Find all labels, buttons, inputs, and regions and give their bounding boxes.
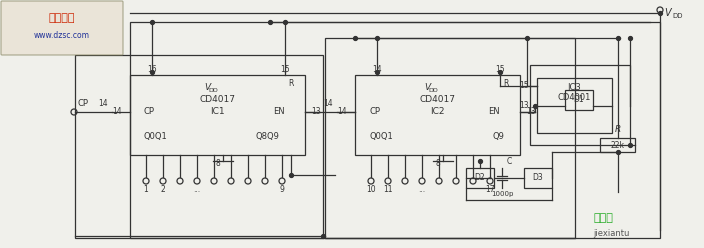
Bar xyxy=(524,168,552,188)
Bar xyxy=(130,75,305,155)
Bar xyxy=(600,138,635,152)
Text: 8: 8 xyxy=(215,158,220,167)
Text: 13: 13 xyxy=(311,107,320,117)
Text: 15: 15 xyxy=(520,82,529,91)
Text: IC3: IC3 xyxy=(567,84,582,93)
Text: CD4017: CD4017 xyxy=(199,95,236,104)
Text: DD: DD xyxy=(429,88,439,93)
Text: 13: 13 xyxy=(520,101,529,111)
Text: 17: 17 xyxy=(485,185,495,193)
Text: 16: 16 xyxy=(147,64,157,73)
Text: 14: 14 xyxy=(372,64,382,73)
Text: V: V xyxy=(204,83,210,92)
Text: V: V xyxy=(425,83,431,92)
Text: IC1: IC1 xyxy=(210,107,225,117)
Text: 14: 14 xyxy=(323,99,333,109)
Text: EN: EN xyxy=(488,107,500,117)
Text: CP: CP xyxy=(369,107,380,117)
Text: D3: D3 xyxy=(533,174,543,183)
Text: R: R xyxy=(289,79,294,88)
Text: 14: 14 xyxy=(337,107,347,117)
Bar xyxy=(537,78,612,133)
Text: Q9: Q9 xyxy=(492,132,504,142)
Text: 11: 11 xyxy=(383,185,393,193)
Text: jiexiantu: jiexiantu xyxy=(593,228,629,238)
Text: CD4001: CD4001 xyxy=(558,93,591,102)
Text: ...: ... xyxy=(418,185,425,193)
Text: 维库一卡: 维库一卡 xyxy=(49,13,75,23)
Text: 1: 1 xyxy=(144,185,149,193)
Text: 2: 2 xyxy=(161,185,165,193)
Text: 9: 9 xyxy=(279,185,284,193)
Text: 15: 15 xyxy=(280,64,290,73)
Text: 10: 10 xyxy=(366,185,376,193)
Text: 14: 14 xyxy=(113,107,122,117)
Text: 1000p: 1000p xyxy=(491,191,513,197)
Text: CD4017: CD4017 xyxy=(420,95,455,104)
FancyBboxPatch shape xyxy=(1,1,123,55)
Text: D2: D2 xyxy=(474,174,485,183)
Text: ...: ... xyxy=(194,185,201,193)
Text: R: R xyxy=(615,125,621,134)
Text: DD: DD xyxy=(208,88,218,93)
Text: DD: DD xyxy=(673,13,684,19)
Bar xyxy=(130,22,660,238)
Text: C: C xyxy=(506,157,512,166)
Text: 13: 13 xyxy=(526,107,536,117)
Text: 15: 15 xyxy=(495,64,505,73)
Text: 接线图: 接线图 xyxy=(593,213,613,223)
Text: R: R xyxy=(503,79,509,88)
Text: IC2: IC2 xyxy=(430,107,445,117)
Text: CP: CP xyxy=(77,99,89,109)
Text: CP: CP xyxy=(144,107,155,117)
Bar xyxy=(565,90,593,110)
Bar xyxy=(325,38,575,238)
Bar xyxy=(355,75,520,155)
Text: Q8Q9: Q8Q9 xyxy=(255,132,279,142)
Text: Q0Q1: Q0Q1 xyxy=(144,132,168,142)
Bar xyxy=(466,168,494,188)
Text: www.dzsc.com: www.dzsc.com xyxy=(34,31,90,39)
Text: Q0Q1: Q0Q1 xyxy=(369,132,393,142)
Text: 8: 8 xyxy=(435,158,440,167)
Bar xyxy=(75,55,323,238)
Text: V: V xyxy=(665,8,672,18)
Text: 22k: 22k xyxy=(610,141,624,150)
Text: EN: EN xyxy=(273,107,285,117)
Text: 14: 14 xyxy=(99,99,108,109)
Text: D1: D1 xyxy=(574,95,584,104)
Bar xyxy=(530,65,630,145)
